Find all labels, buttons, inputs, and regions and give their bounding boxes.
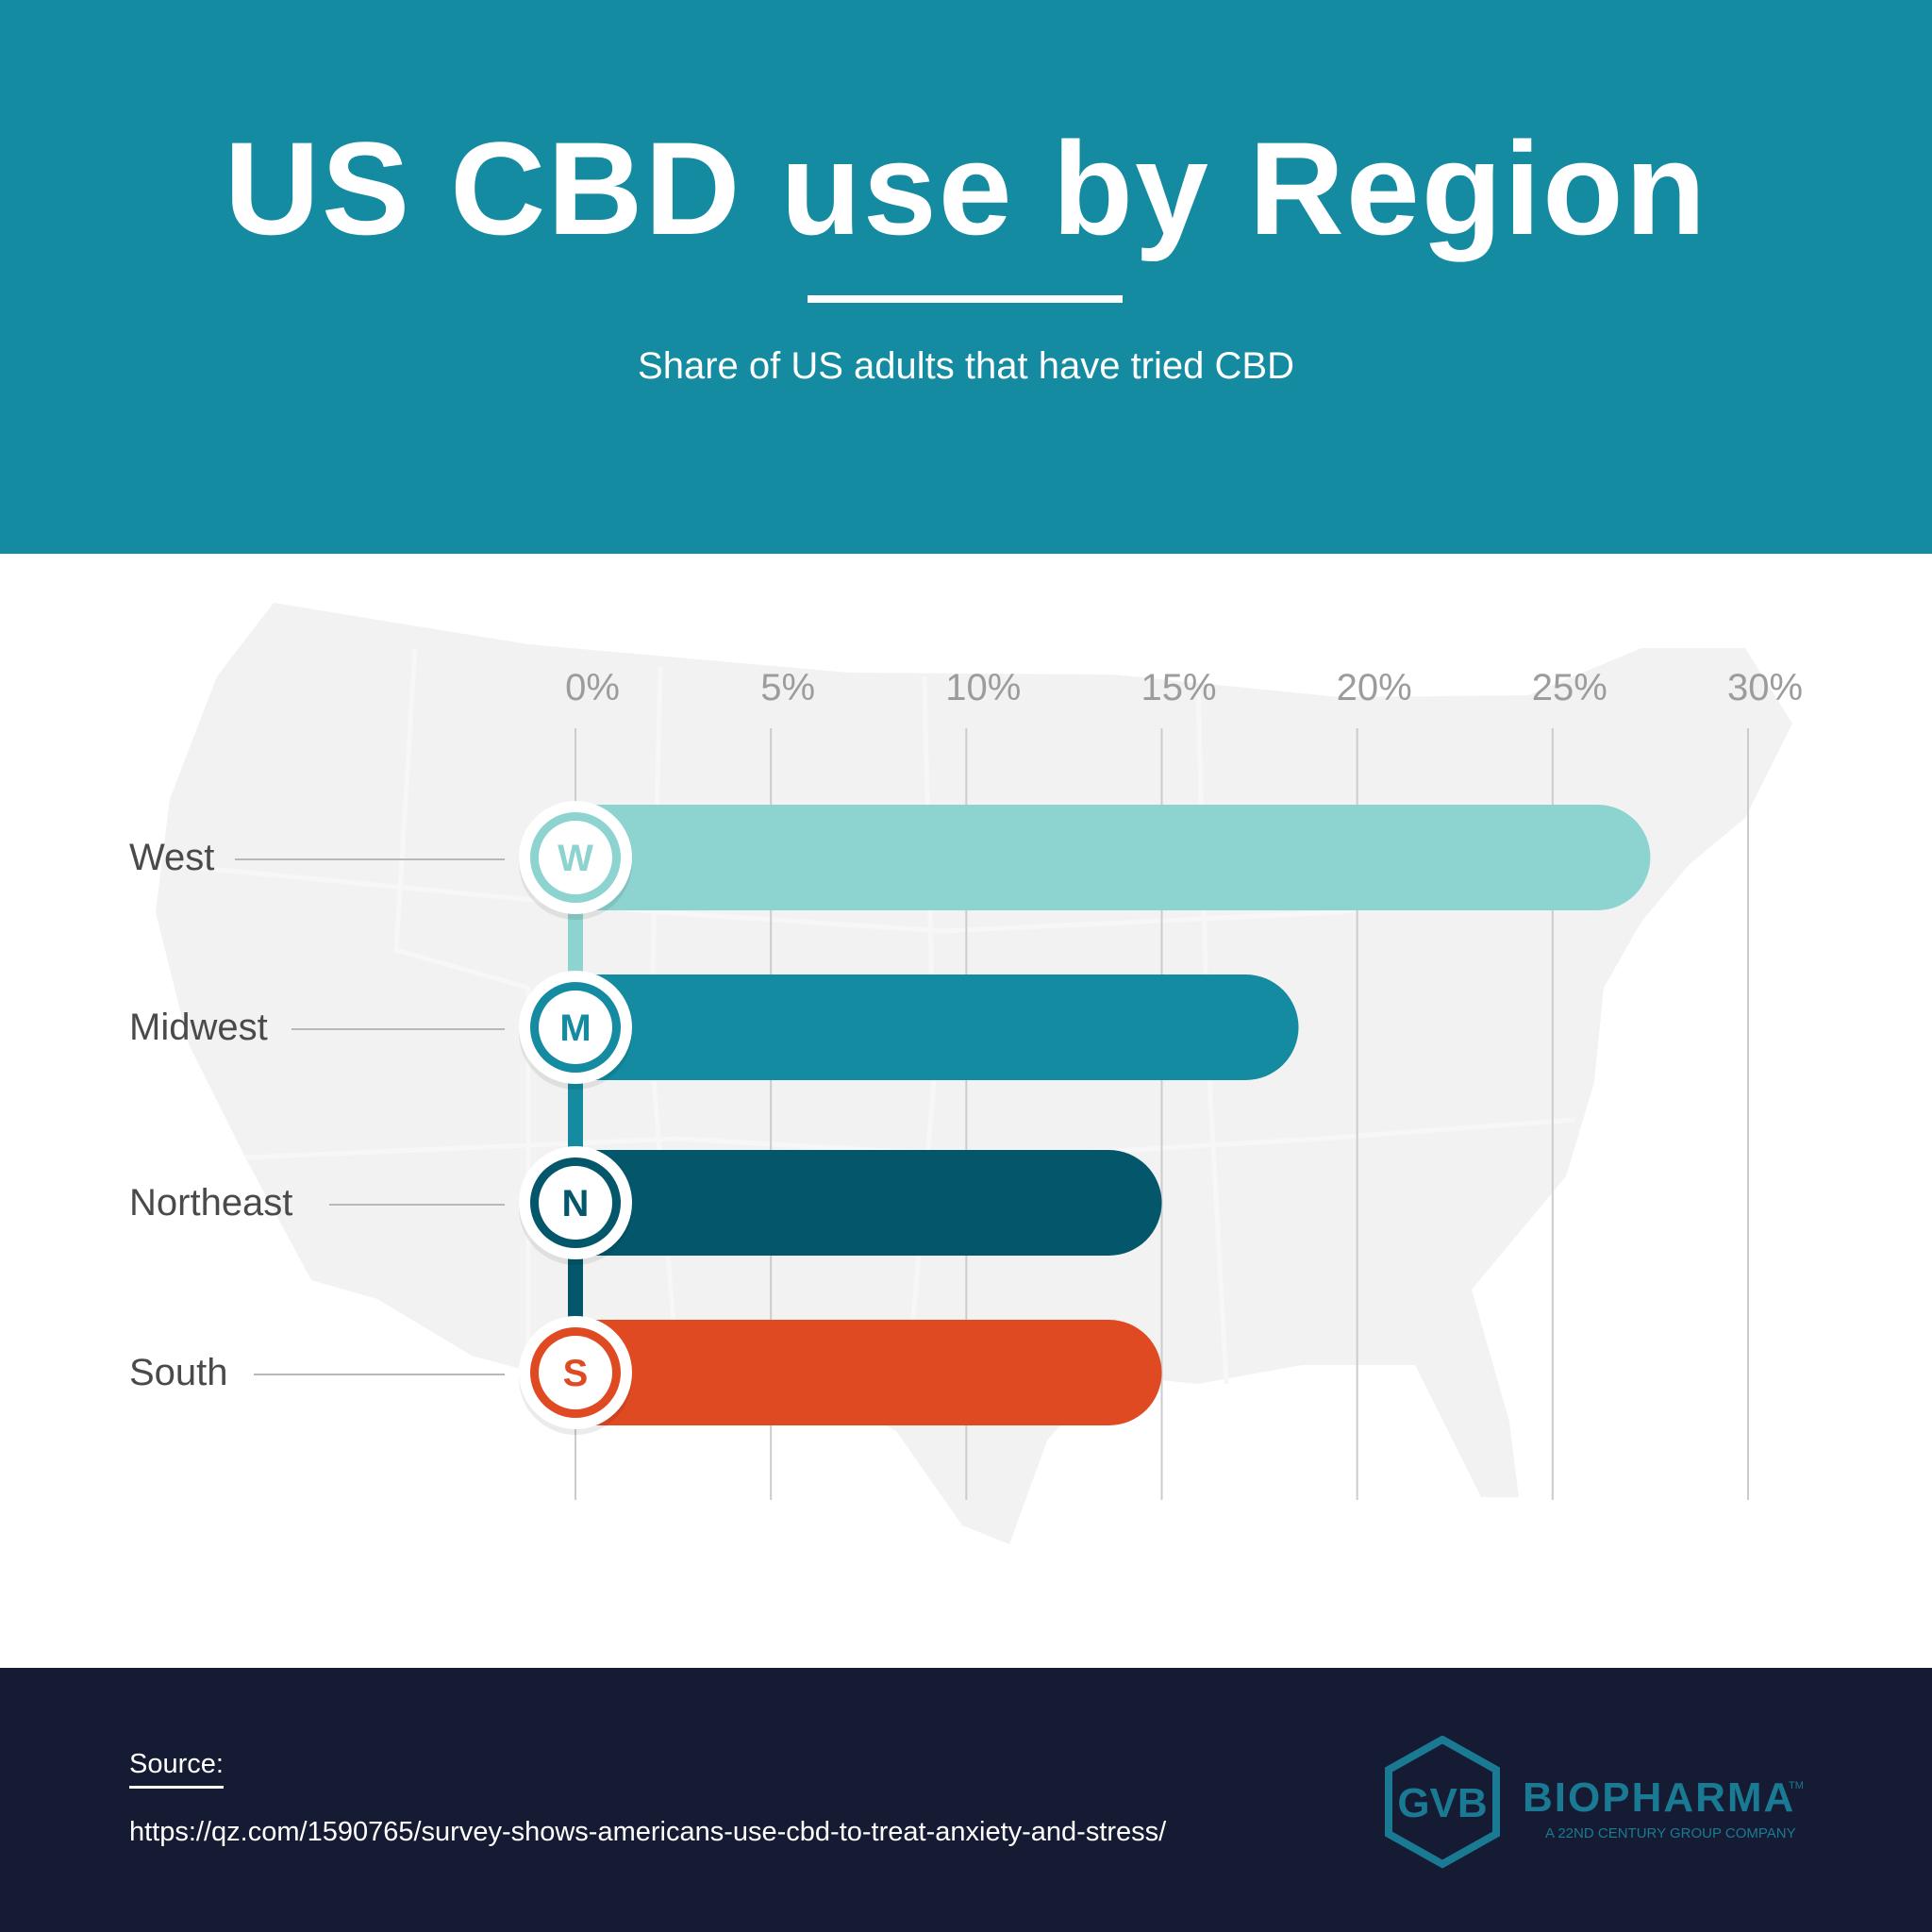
footer <box>0 1668 1932 1932</box>
gvb-biopharma-logo: GVB BIOPHARMA TM A 22ND CENTURY GROUP CO… <box>1385 1736 1804 1869</box>
title-underline <box>808 295 1123 303</box>
x-tick-label: 15% <box>1141 667 1216 708</box>
source-link[interactable]: https://qz.com/1590765/survey-shows-amer… <box>129 1817 1167 1847</box>
logo-monogram: GVB <box>1397 1780 1487 1826</box>
category-label: West <box>129 837 214 878</box>
chart-area: 0% 5% 10% 15% 20% 25% 30% West W Midwest M Northea… <box>0 554 1932 1668</box>
bar <box>523 974 1299 1080</box>
x-tick-label: 30% <box>1727 667 1803 708</box>
x-tick-label: 25% <box>1532 667 1607 708</box>
bar-chart: 0% 5% 10% 15% 20% 25% 30% West W Midwest M Northea… <box>129 603 1803 1544</box>
bar <box>523 1320 1162 1425</box>
bar-connector <box>568 912 583 973</box>
x-tick-label: 10% <box>945 667 1021 708</box>
x-tick-label: 5% <box>760 667 815 708</box>
logo-trademark: TM <box>1789 1780 1804 1791</box>
header-banner: US CBD use by Region Share of US adults … <box>0 0 1932 554</box>
badge-letter: S <box>563 1353 589 1394</box>
badge-letter: M <box>559 1008 591 1049</box>
bar-connector <box>568 1082 583 1148</box>
chart-title: US CBD use by Region <box>224 114 1708 262</box>
logo-tagline: A 22ND CENTURY GROUP COMPANY <box>1545 1825 1796 1841</box>
source-label: Source: <box>129 1749 224 1789</box>
badge-letter: N <box>562 1183 590 1224</box>
logo-name: BIOPHARMA <box>1523 1774 1795 1821</box>
x-tick-label: 0% <box>565 667 620 708</box>
x-tick-label: 20% <box>1337 667 1412 708</box>
badge-inner <box>539 1166 612 1240</box>
category-label: South <box>129 1352 228 1393</box>
badge-inner <box>539 991 612 1064</box>
bar <box>523 1150 1162 1256</box>
category-label: Midwest <box>129 1007 268 1048</box>
badge-inner <box>539 1336 612 1409</box>
bar-connector <box>568 1257 583 1318</box>
chart-subtitle: Share of US adults that have tried CBD <box>638 345 1294 387</box>
category-label: Northeast <box>129 1182 292 1224</box>
badge-letter: W <box>558 838 593 879</box>
badge-inner <box>539 821 612 894</box>
bar <box>523 805 1651 910</box>
hexagon-logo-icon <box>1385 1736 1500 1869</box>
